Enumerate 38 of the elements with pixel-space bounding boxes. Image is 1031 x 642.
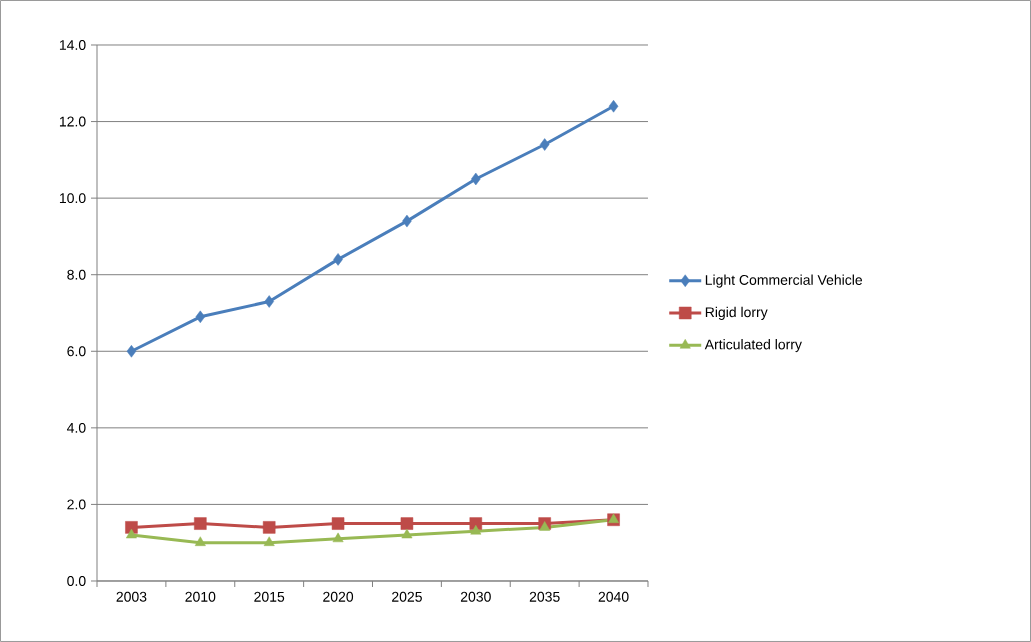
point bbox=[194, 517, 207, 530]
x-tick-label: 2040 bbox=[598, 591, 629, 602]
point bbox=[333, 253, 343, 266]
x-tick-label: 2020 bbox=[323, 591, 354, 602]
x-tick-label: 2010 bbox=[185, 591, 216, 602]
y-tick-label: 6.0 bbox=[67, 346, 86, 357]
point bbox=[263, 536, 275, 546]
point bbox=[331, 517, 345, 530]
point bbox=[608, 100, 619, 113]
y-tick-label: 14.0 bbox=[59, 40, 86, 50]
point bbox=[400, 517, 414, 530]
x-tick-label: 2030 bbox=[460, 591, 491, 602]
y-tick-label: 8.0 bbox=[67, 269, 86, 280]
y-tick-label: 10.0 bbox=[59, 193, 86, 204]
point bbox=[471, 172, 481, 186]
y-tick-label: 2.0 bbox=[67, 499, 86, 510]
y-tick-label: 0.0 bbox=[67, 576, 86, 586]
x-tick-label: 2025 bbox=[392, 591, 422, 602]
point bbox=[539, 138, 550, 151]
point bbox=[264, 295, 274, 308]
y-tick-label: 4.0 bbox=[66, 422, 86, 433]
point bbox=[402, 214, 412, 228]
legend-label: Articulated lorry bbox=[704, 339, 802, 353]
point bbox=[262, 521, 276, 534]
point bbox=[332, 532, 344, 543]
point bbox=[194, 536, 206, 546]
x-tick-label: 2003 bbox=[116, 591, 147, 602]
point bbox=[401, 528, 413, 539]
y-tick-label: 12.0 bbox=[59, 116, 86, 127]
point bbox=[126, 345, 137, 358]
point bbox=[126, 528, 137, 539]
point bbox=[539, 521, 551, 531]
legend-label: Rigid lorry bbox=[705, 306, 768, 320]
x-tick-label: 2035 bbox=[529, 591, 560, 602]
legend-label: Light Commercial Vehicle bbox=[705, 274, 863, 288]
x-tick-label: 2015 bbox=[254, 591, 285, 602]
point bbox=[195, 310, 206, 324]
point bbox=[470, 524, 482, 535]
